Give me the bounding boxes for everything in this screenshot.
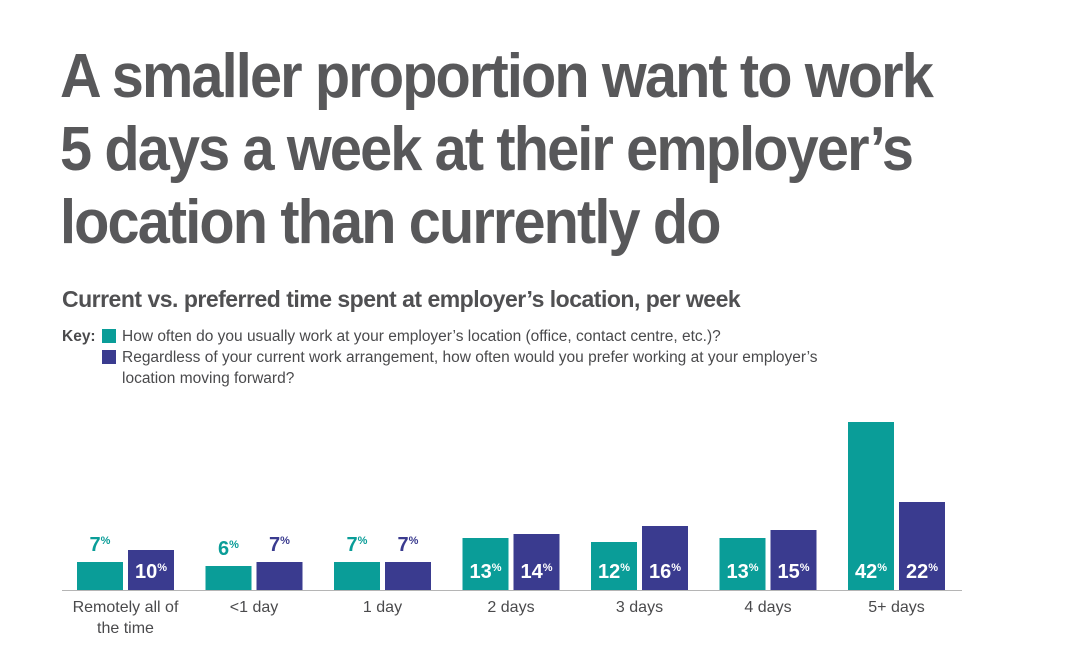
data-label-current-1: 6% [218, 538, 239, 560]
x-tick-label-6: 5+ days [868, 599, 924, 616]
bar-preferred-2 [385, 562, 431, 590]
bar-preferred-4 [642, 526, 688, 590]
x-tick-label-5: 4 days [744, 599, 791, 616]
legend-text-current: How often do you usually work at your em… [122, 328, 721, 345]
bar-current-1 [205, 566, 252, 590]
bar-current-4 [591, 542, 637, 590]
x-tick-label-1: <1 day [230, 599, 278, 616]
x-tick-label-0: Remotely all of the time [73, 599, 179, 637]
legend-label: Key: [62, 328, 96, 345]
legend-swatch-preferred [102, 350, 116, 364]
bar-preferred-6 [899, 502, 945, 590]
chart-title: A smaller proportion want to work 5 days… [60, 42, 934, 257]
x-tick-label-4: 3 days [616, 599, 663, 616]
data-label-preferred-2: 7% [398, 534, 419, 556]
bar-current-5 [719, 538, 766, 590]
bar-current-2 [334, 562, 380, 590]
legend-swatch-current [102, 329, 116, 343]
bar-current-0 [77, 562, 123, 590]
bar-preferred-5 [770, 530, 817, 590]
x-tick-label-3: 2 days [487, 599, 534, 616]
x-tick-label-2: 1 day [363, 599, 402, 616]
data-label-current-2: 7% [347, 534, 368, 556]
chart-subtitle: Current vs. preferred time spent at empl… [62, 286, 741, 312]
data-label-preferred-1: 7% [269, 534, 290, 556]
legend-item-current: How often do you usually work at your em… [102, 326, 721, 347]
data-label-current-0: 7% [90, 534, 111, 556]
bar-current-6 [848, 422, 894, 590]
bar-preferred-3 [513, 534, 560, 590]
legend-item-preferred: Regardless of your current work arrangem… [102, 347, 842, 389]
bar-preferred-0 [128, 550, 174, 590]
bar-preferred-1 [256, 562, 303, 590]
bar-current-3 [462, 538, 509, 590]
legend-text-preferred: Regardless of your current work arrangem… [122, 349, 818, 387]
